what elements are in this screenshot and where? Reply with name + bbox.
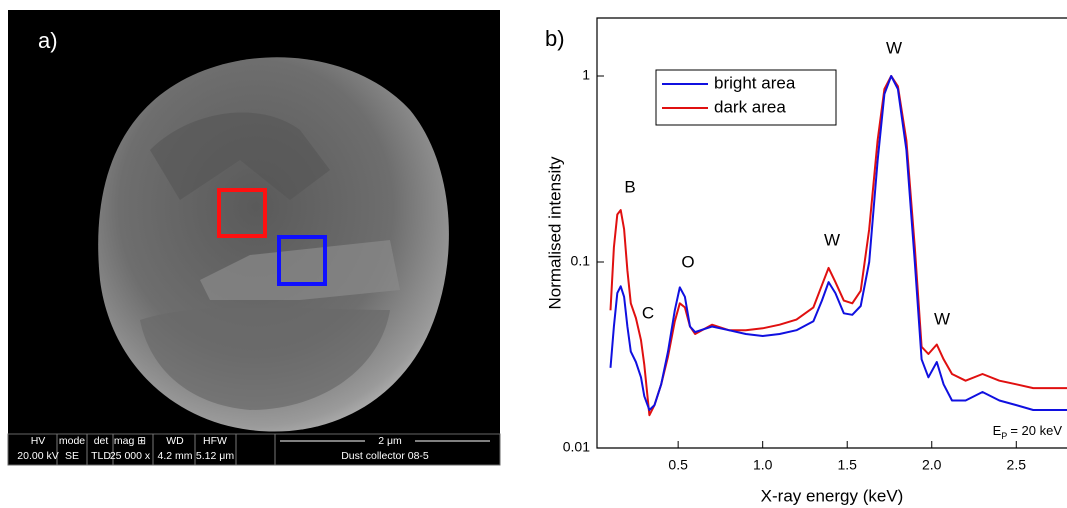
info-header: det (94, 435, 109, 447)
info-value: 5.12 μm (196, 450, 234, 462)
info-header: HV (31, 435, 46, 447)
info-bar-bg (7, 433, 501, 466)
particle-facet (150, 112, 330, 200)
series-line (609, 75, 1067, 411)
energy-note-symbol: E (993, 423, 1002, 438)
series-line (609, 75, 1067, 417)
dark-area-box (217, 188, 267, 238)
y-tick-label: 1 (582, 67, 590, 83)
x-tick-label: 2.0 (922, 457, 942, 473)
info-header: HFW (203, 435, 227, 447)
energy-note: EP = 20 keV (993, 423, 1063, 441)
bright-area-box (277, 235, 327, 286)
peak-label: B (624, 177, 635, 196)
peak-label: W (934, 309, 950, 328)
info-header: mode (59, 435, 85, 447)
x-axis-title: X-ray energy (keV) (761, 486, 904, 505)
peak-label: W (824, 230, 840, 249)
x-tick-label: 2.5 (1007, 457, 1027, 473)
sem-image: a) 2 μm Dust collector 08-5 HV mode det mag… (7, 10, 501, 466)
peak-label: W (886, 38, 902, 57)
peak-label: C (642, 303, 654, 322)
chart: b) X-ray energy (keV) Normalised intensi… (545, 17, 1067, 505)
panel-label: b) (545, 26, 565, 51)
peak-label: O (681, 252, 694, 271)
axis-frame (596, 17, 1067, 449)
info-value: TLD (91, 450, 111, 462)
info-bar: 2 μm Dust collector 08-5 HV mode det mag ⊞ W… (7, 433, 501, 466)
y-tick-label: 0.1 (571, 253, 591, 269)
y-axis-title: Normalised intensity (545, 156, 564, 310)
info-header: mag ⊞ (114, 435, 146, 447)
particle-facet (200, 240, 400, 300)
panel-label: a) (38, 28, 58, 53)
info-value: 20.00 kV (17, 450, 58, 462)
energy-note-text: = 20 keV (1010, 423, 1062, 438)
particle-facet (140, 307, 390, 410)
energy-note-subscript: P (1001, 431, 1007, 441)
legend-box (655, 69, 837, 126)
caption: Dust collector 08-5 (341, 450, 429, 462)
x-tick-label: 1.5 (837, 457, 857, 473)
x-tick-label: 0.5 (668, 457, 688, 473)
x-tick-label: 1.0 (753, 457, 773, 473)
info-value: 25 000 x (110, 450, 151, 462)
scale-bar-label: 2 μm (378, 435, 402, 447)
info-value: SE (65, 450, 79, 462)
info-value: 4.2 mm (157, 450, 192, 462)
legend-label: dark area (714, 97, 786, 116)
y-tick-label: 0.01 (563, 439, 590, 455)
legend-label: bright area (714, 73, 796, 92)
info-header: WD (166, 435, 184, 447)
